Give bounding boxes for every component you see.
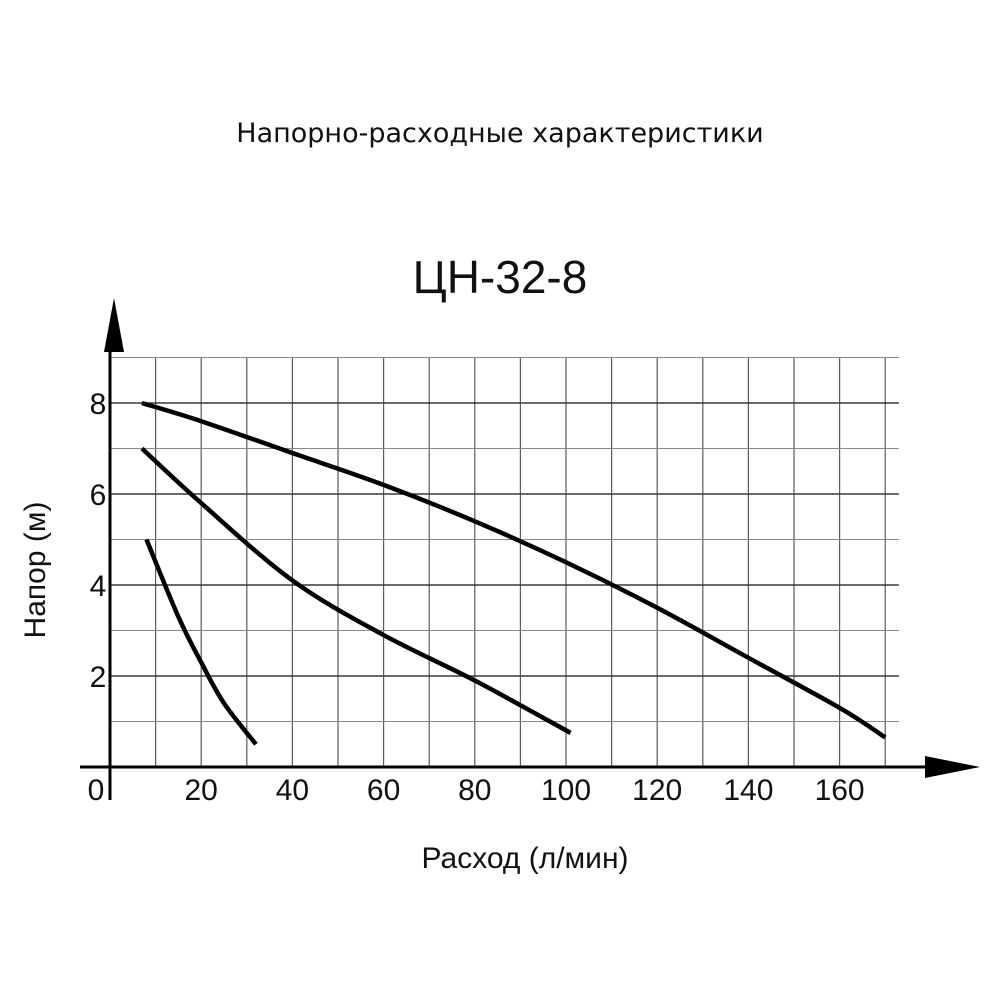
series-line-2	[140, 446, 572, 735]
x-tick-label: 140	[723, 774, 773, 807]
y-axis-arrow	[104, 298, 124, 352]
x-tick-label: 60	[367, 774, 400, 807]
x-tick-label: 40	[276, 774, 309, 807]
y-tick-label: 2	[90, 661, 107, 694]
chart-title: ЦН-32-8	[412, 251, 588, 303]
series-line-3	[144, 538, 258, 746]
x-axis-label: Расход (л/мин)	[422, 842, 629, 875]
x-tick-label: 120	[632, 774, 682, 807]
x-axis-arrow	[925, 756, 980, 778]
y-tick-label: 8	[90, 388, 107, 421]
tick-labels: 0 20 40 60 80 100 120 140 160 2 4 6 8	[88, 388, 865, 807]
axes	[80, 298, 980, 800]
series-group	[140, 400, 887, 746]
x-tick-label: 160	[815, 774, 865, 807]
page-title: Напорно-расходные характеристики	[236, 118, 764, 149]
grid	[110, 356, 899, 767]
y-axis-label: Напор (м)	[19, 502, 52, 639]
series-line-1	[141, 400, 887, 740]
x-tick-label: 80	[458, 774, 491, 807]
y-tick-label: 4	[90, 570, 107, 603]
x-tick-label: 20	[185, 774, 218, 807]
x-tick-label: 100	[541, 774, 591, 807]
x-tick-label: 0	[88, 774, 105, 807]
y-tick-label: 6	[90, 479, 107, 512]
